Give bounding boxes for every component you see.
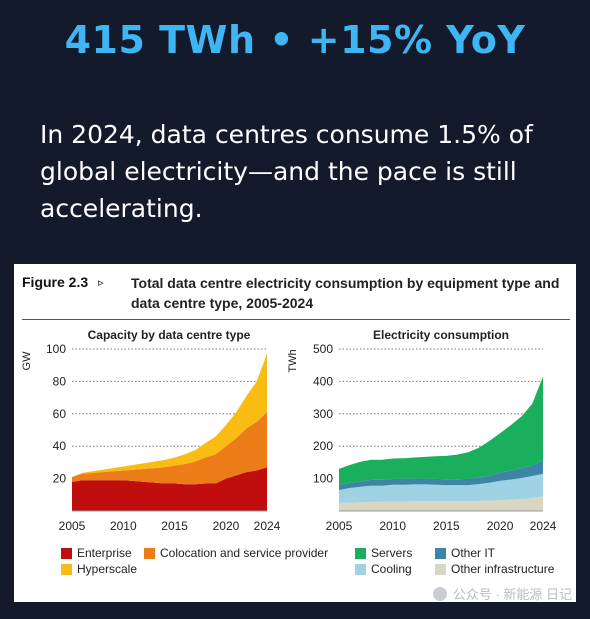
legend-label-servers: Servers — [371, 546, 413, 560]
capacity-chart-title: Capacity by data centre type — [88, 328, 251, 342]
electricity-xtick-2020: 2020 — [487, 519, 514, 533]
electricity-area-other-it — [339, 460, 543, 490]
capacity-xtick-2015: 2015 — [161, 519, 188, 533]
electricity-ytick-500: 500 — [313, 342, 333, 356]
legend-label-cooling: Cooling — [371, 562, 412, 576]
wechat-icon — [432, 586, 447, 601]
legend-hyperscale: Hyperscale — [61, 562, 137, 576]
subline: In 2024, data centres consume 1.5% of gl… — [40, 120, 533, 223]
capacity-area-hyperscale — [72, 353, 267, 477]
electricity-ytick-400: 400 — [313, 374, 333, 388]
electricity-xtick-2010: 2010 — [379, 519, 406, 533]
capacity-ytick-60: 60 — [53, 407, 67, 421]
figure-card: Figure 2.3 ▹ Total data centre electrici… — [14, 264, 576, 602]
figure-divider — [22, 319, 570, 320]
electricity-xtick-2024: 2024 — [530, 519, 557, 533]
capacity-ytick-20: 20 — [53, 472, 67, 486]
legend-label-enterprise: Enterprise — [77, 546, 132, 560]
capacity-xtick-2005: 2005 — [59, 519, 86, 533]
legend-other-it: Other IT — [435, 546, 495, 560]
figure-arrow-icon: ▹ — [98, 277, 104, 289]
legend-label-colocation: Colocation and service provider — [160, 546, 329, 560]
legend-swatch-other-infrastructure — [435, 563, 446, 575]
legend-servers: Servers — [355, 546, 412, 560]
capacity-xtick-2024: 2024 — [254, 519, 281, 533]
legend-swatch-hyperscale — [61, 563, 72, 575]
capacity-ylabel: GW — [21, 351, 33, 371]
charts-svg: Capacity by data centre type GW 20 40 60 80 10… — [21, 328, 557, 533]
figure-title: Total data centre electricity consumptio… — [131, 275, 560, 311]
watermark-text: 公众号 · 新能源 日记 — [452, 587, 572, 602]
legend-swatch-colocation — [144, 547, 155, 559]
electricity-ytick-300: 300 — [313, 407, 333, 421]
electricity-area-other-infrastructure — [339, 496, 543, 511]
legend-cooling: Cooling — [355, 562, 412, 576]
electricity-xtick-2015: 2015 — [433, 519, 460, 533]
legend-label-hyperscale: Hyperscale — [77, 562, 138, 576]
capacity-area-colocation-and-service-provider — [72, 412, 267, 485]
capacity-area-enterprise — [72, 467, 267, 511]
electricity-ytick-100: 100 — [313, 472, 333, 486]
electricity-area-cooling — [339, 473, 543, 503]
electricity-ytick-200: 200 — [313, 439, 333, 453]
figure-label: Figure 2.3 — [22, 274, 89, 290]
capacity-ytick-80: 80 — [53, 374, 67, 388]
watermark: 公众号 · 新能源 日记 — [432, 584, 572, 603]
legend-enterprise: Enterprise — [61, 546, 132, 560]
electricity-area-servers — [339, 376, 543, 486]
capacity-xtick-2010: 2010 — [110, 519, 137, 533]
legend-other-infrastructure: Other infrastructure — [435, 562, 554, 576]
capacity-xtick-2020: 2020 — [213, 519, 240, 533]
legend-colocation: Colocation and service provider — [144, 546, 328, 560]
legend-swatch-cooling — [355, 563, 366, 575]
capacity-ytick-100: 100 — [46, 342, 66, 356]
electricity-ylabel: TWh — [287, 349, 299, 372]
headline: 415 TWh • +15% YoY — [64, 18, 526, 62]
legend-label-other-it: Other IT — [451, 546, 496, 560]
legend-swatch-other-it — [435, 547, 446, 559]
capacity-ytick-40: 40 — [53, 439, 67, 453]
electricity-chart-title: Electricity consumption — [373, 328, 509, 342]
legend-label-other-infrastructure: Other infrastructure — [451, 562, 555, 576]
legend-swatch-servers — [355, 547, 366, 559]
legend-swatch-enterprise — [61, 547, 72, 559]
electricity-xtick-2005: 2005 — [326, 519, 353, 533]
